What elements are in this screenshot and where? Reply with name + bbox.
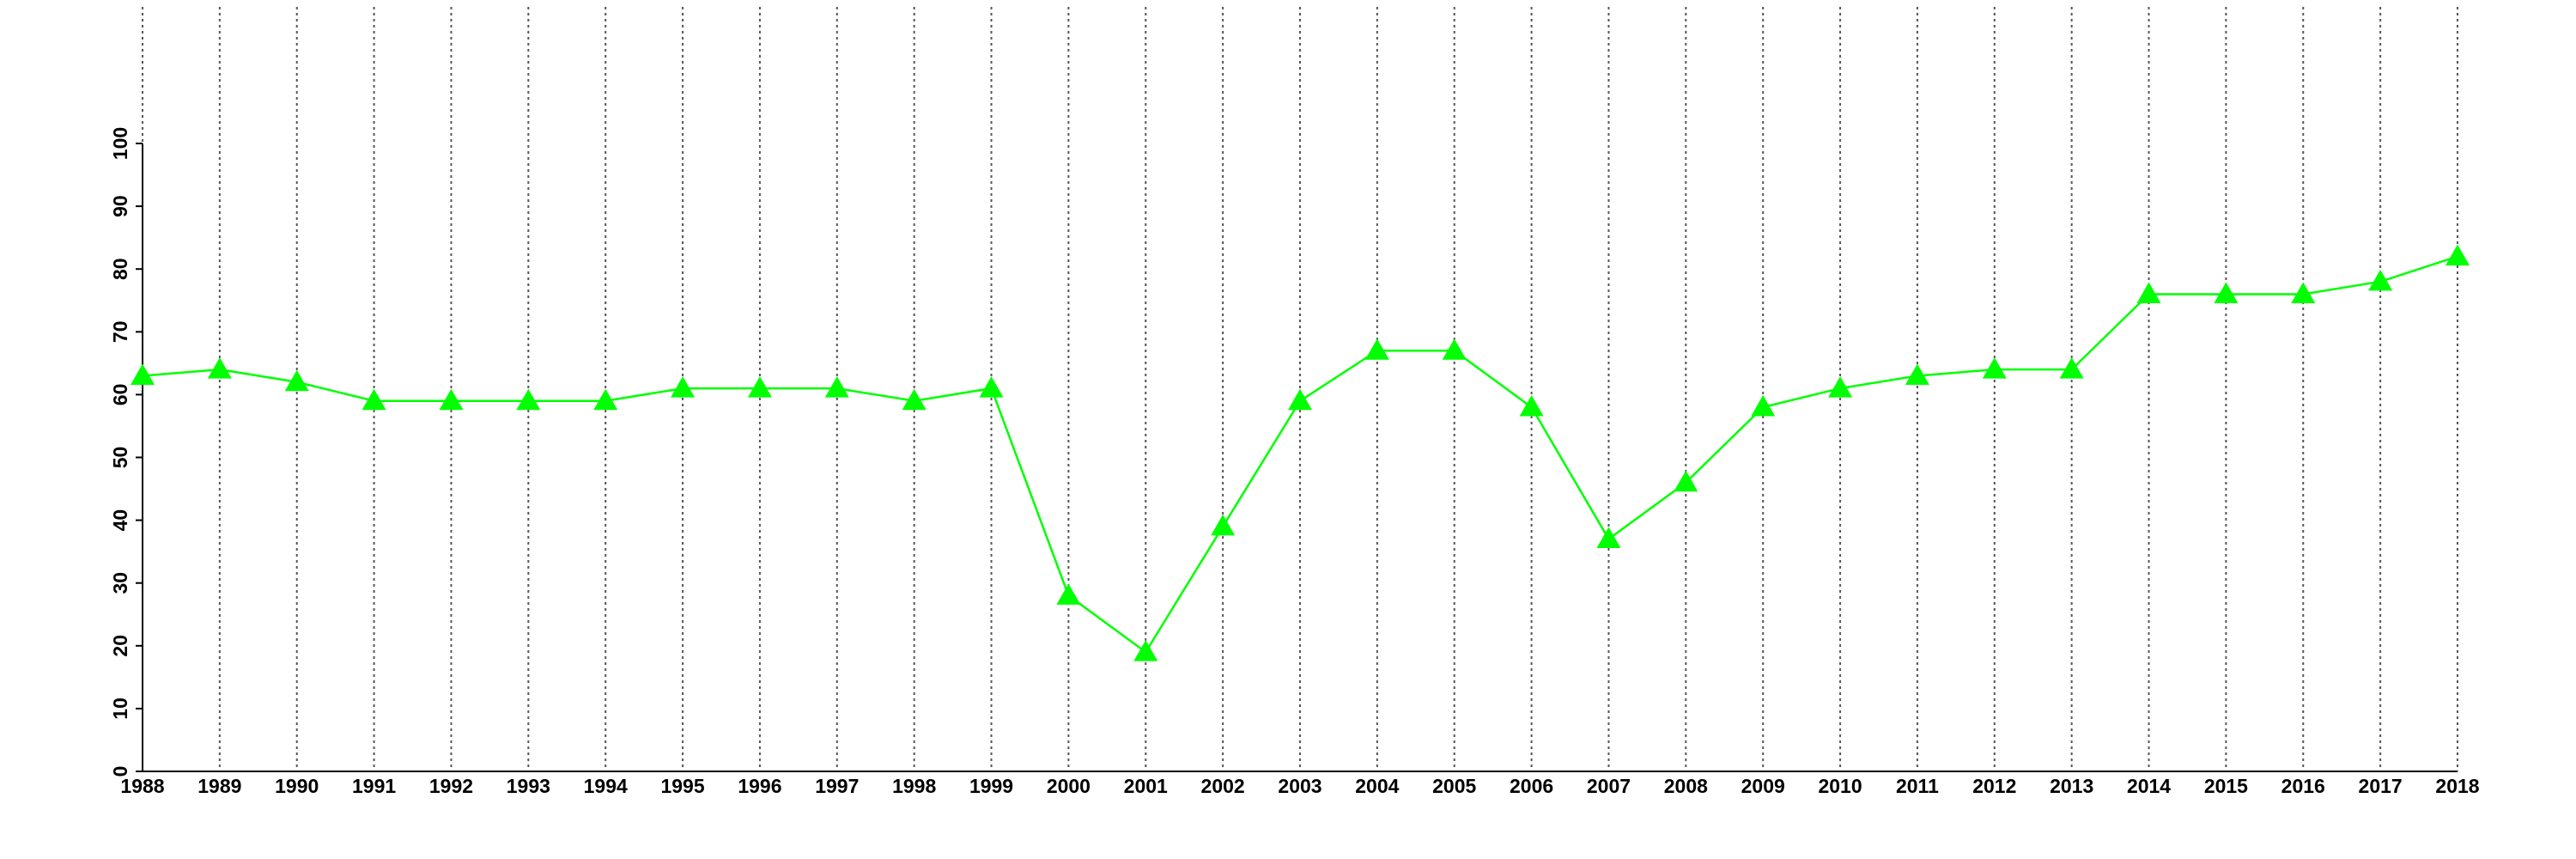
y-tick-label: 10 xyxy=(109,698,131,720)
x-tick-label: 2018 xyxy=(2435,775,2479,797)
x-tick-label: 1991 xyxy=(352,775,396,797)
y-tick-label: 30 xyxy=(109,572,131,594)
y-tick-label: 20 xyxy=(109,635,131,657)
marker xyxy=(1751,395,1776,417)
marker xyxy=(1364,338,1389,360)
marker xyxy=(2214,282,2239,303)
marker xyxy=(1674,470,1698,492)
marker xyxy=(439,388,464,411)
marker xyxy=(361,388,386,411)
y-tick-label: 70 xyxy=(109,321,131,344)
marker xyxy=(1133,640,1158,661)
marker xyxy=(1596,527,1621,549)
marker xyxy=(2059,357,2084,379)
x-tick-label: 2006 xyxy=(1510,775,1553,797)
marker xyxy=(207,357,232,379)
x-tick-label: 2005 xyxy=(1432,775,1476,797)
x-tick-label: 2016 xyxy=(2281,775,2325,797)
marker xyxy=(671,376,696,398)
x-tick-label: 2007 xyxy=(1587,775,1631,797)
x-tick-label: 2010 xyxy=(1818,775,1862,797)
x-tick-label: 2000 xyxy=(1047,775,1091,797)
y-tick-label: 90 xyxy=(109,195,131,217)
x-tick-label: 2002 xyxy=(1201,775,1245,797)
x-tick-label: 2003 xyxy=(1278,775,1321,797)
x-tick-label: 1998 xyxy=(892,775,936,797)
x-tick-label: 1997 xyxy=(815,775,859,797)
marker xyxy=(2445,244,2470,266)
y-tick-label: 80 xyxy=(109,258,131,280)
x-tick-label: 1993 xyxy=(507,775,550,797)
x-tick-label: 1989 xyxy=(197,775,241,797)
x-tick-label: 2001 xyxy=(1124,775,1168,797)
marker xyxy=(1211,514,1236,536)
x-tick-label: 2013 xyxy=(2050,775,2093,797)
x-tick-label: 1990 xyxy=(275,775,319,797)
marker xyxy=(1519,395,1544,417)
marker xyxy=(284,369,309,392)
x-tick-label: 1996 xyxy=(738,775,781,797)
x-tick-label: 1992 xyxy=(429,775,473,797)
marker xyxy=(979,376,1004,398)
marker xyxy=(902,388,927,411)
marker xyxy=(516,388,541,411)
marker xyxy=(1982,357,2007,379)
marker xyxy=(747,376,772,398)
marker xyxy=(1442,338,1467,360)
x-tick-label: 1999 xyxy=(969,775,1013,797)
x-tick-label: 1988 xyxy=(120,775,164,797)
x-tick-label: 2017 xyxy=(2359,775,2403,797)
x-tick-label: 2009 xyxy=(1741,775,1785,797)
marker xyxy=(131,363,155,385)
marker xyxy=(2291,282,2316,303)
x-tick-label: 1994 xyxy=(584,775,628,797)
y-tick-label: 40 xyxy=(109,509,131,532)
marker xyxy=(593,388,618,411)
x-tick-label: 1995 xyxy=(660,775,704,797)
y-tick-label: 50 xyxy=(109,447,131,469)
x-tick-label: 2012 xyxy=(1972,775,2016,797)
x-tick-label: 2014 xyxy=(2127,775,2171,797)
marker xyxy=(1905,363,1929,385)
marker xyxy=(824,376,849,398)
marker xyxy=(2368,269,2393,291)
x-tick-label: 2004 xyxy=(1355,775,1399,797)
y-tick-label: 60 xyxy=(109,384,131,406)
x-tick-label: 2011 xyxy=(1896,775,1939,797)
marker xyxy=(1288,388,1312,411)
marker xyxy=(2136,282,2161,303)
y-tick-label: 100 xyxy=(109,127,131,160)
marker xyxy=(1828,376,1853,398)
x-tick-label: 2015 xyxy=(2204,775,2248,797)
x-tick-label: 2008 xyxy=(1664,775,1708,797)
y-tick-label: 0 xyxy=(109,766,131,777)
marker xyxy=(1056,583,1081,605)
